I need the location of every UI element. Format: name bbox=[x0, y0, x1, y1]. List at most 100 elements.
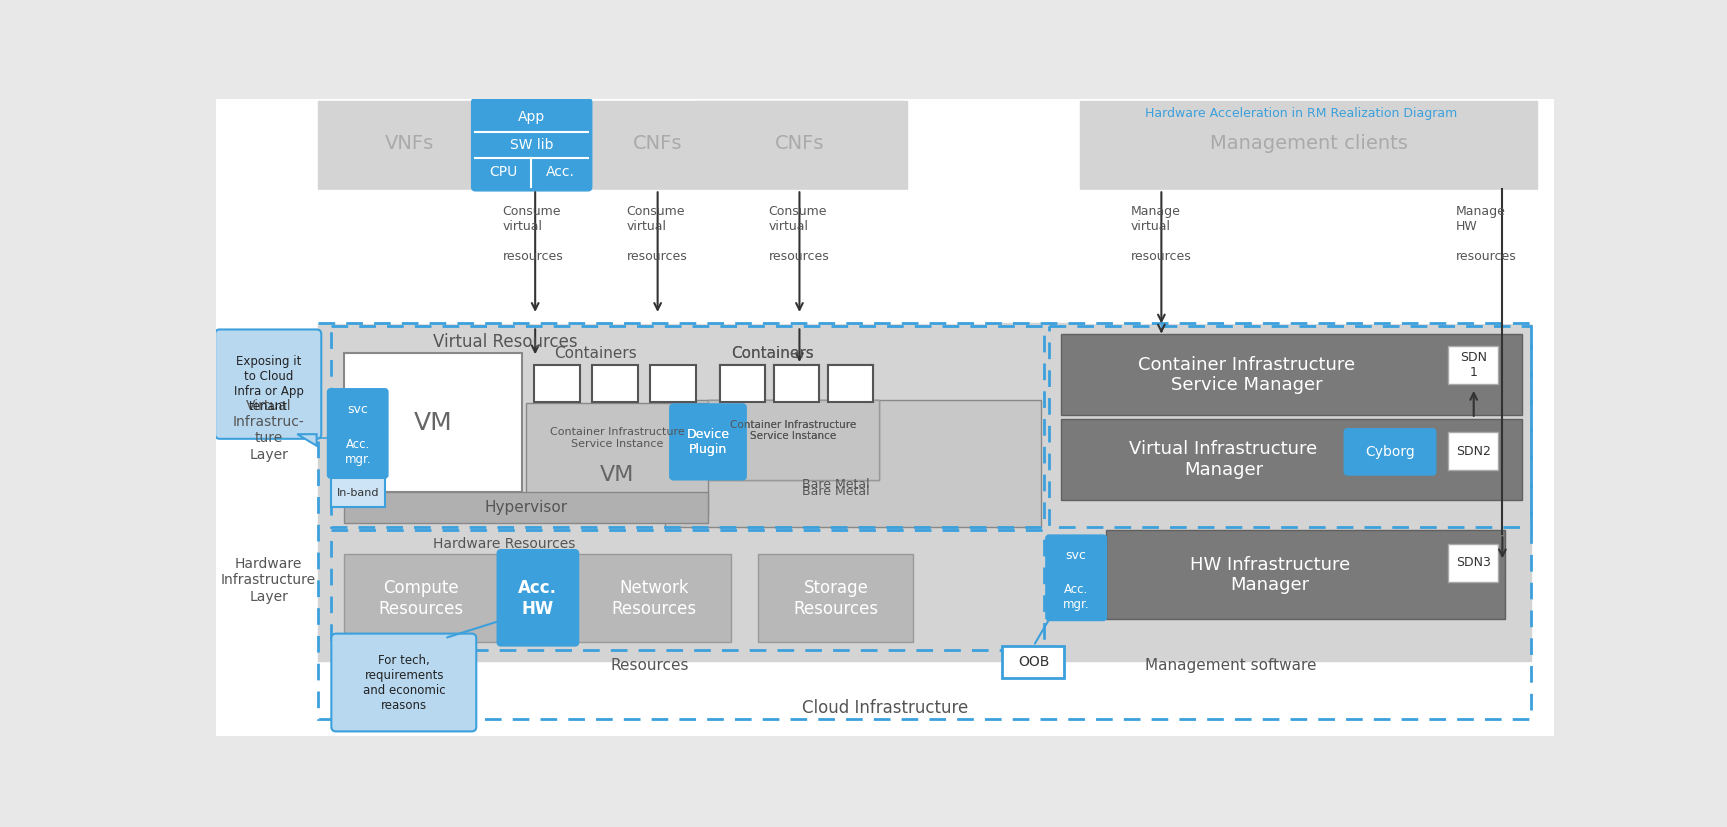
Text: Containers: Containers bbox=[731, 346, 813, 361]
FancyBboxPatch shape bbox=[1047, 535, 1107, 576]
Bar bbox=[318, 190, 984, 323]
Bar bbox=[527, 404, 708, 515]
Bar bbox=[1079, 101, 1537, 189]
FancyBboxPatch shape bbox=[1344, 429, 1435, 475]
Text: CNFs: CNFs bbox=[775, 135, 824, 153]
FancyBboxPatch shape bbox=[332, 633, 477, 731]
FancyBboxPatch shape bbox=[1047, 572, 1107, 620]
Bar bbox=[1060, 334, 1521, 415]
Bar bbox=[708, 399, 879, 480]
Text: OOB: OOB bbox=[1017, 655, 1050, 669]
Bar bbox=[708, 399, 879, 480]
Text: Acc.: Acc. bbox=[546, 165, 575, 179]
Text: Hypervisor: Hypervisor bbox=[484, 500, 568, 515]
Text: SDN2: SDN2 bbox=[1456, 445, 1490, 457]
Text: Acc.
HW: Acc. HW bbox=[518, 579, 558, 618]
Text: Manage
virtual

resources: Manage virtual resources bbox=[1131, 205, 1192, 263]
FancyBboxPatch shape bbox=[328, 426, 389, 478]
Bar bbox=[829, 365, 874, 402]
Text: Device
Plugin: Device Plugin bbox=[687, 428, 729, 456]
Text: Container Infrastructure
Service Instance: Container Infrastructure Service Instanc… bbox=[731, 419, 857, 441]
Text: Consume
virtual

resources: Consume virtual resources bbox=[627, 205, 687, 263]
Text: SDN
1: SDN 1 bbox=[1461, 351, 1487, 379]
Text: Manage
HW

resources: Manage HW resources bbox=[1456, 205, 1516, 263]
FancyBboxPatch shape bbox=[670, 404, 746, 480]
Bar bbox=[318, 101, 907, 189]
Bar bbox=[1105, 530, 1504, 619]
Text: Resources: Resources bbox=[611, 657, 689, 672]
Text: VNFs: VNFs bbox=[385, 135, 433, 153]
Bar bbox=[1002, 646, 1064, 678]
Text: Management software: Management software bbox=[1145, 657, 1318, 672]
FancyBboxPatch shape bbox=[670, 404, 746, 480]
Text: Exposing it
to Cloud
Infra or App
tenant: Exposing it to Cloud Infra or App tenant bbox=[233, 355, 304, 414]
Bar bbox=[665, 399, 1041, 527]
Text: SW lib: SW lib bbox=[509, 137, 553, 151]
Text: For tech,
requirements
and economic
reasons: For tech, requirements and economic reas… bbox=[363, 654, 446, 712]
Bar bbox=[1449, 346, 1499, 384]
Text: Container Infrastructure
Service Instance: Container Infrastructure Service Instanc… bbox=[731, 419, 857, 441]
FancyBboxPatch shape bbox=[471, 98, 592, 191]
Text: svc: svc bbox=[1066, 549, 1086, 562]
FancyBboxPatch shape bbox=[216, 329, 321, 439]
Text: Compute
Resources: Compute Resources bbox=[378, 579, 465, 618]
Polygon shape bbox=[297, 434, 316, 446]
Bar bbox=[330, 530, 1043, 650]
Bar bbox=[720, 365, 765, 402]
Bar bbox=[1449, 432, 1499, 471]
Bar bbox=[649, 365, 696, 402]
Text: Virtual Resources: Virtual Resources bbox=[433, 332, 577, 351]
Text: SDN3: SDN3 bbox=[1456, 557, 1490, 569]
Text: Virtual Infrastructure
Manager: Virtual Infrastructure Manager bbox=[1129, 440, 1318, 479]
Text: CNFs: CNFs bbox=[632, 135, 682, 153]
Bar bbox=[829, 365, 874, 402]
Text: Consume
virtual

resources: Consume virtual resources bbox=[769, 205, 829, 263]
Text: Hardware
Infrastructure
Layer: Hardware Infrastructure Layer bbox=[221, 557, 316, 604]
Text: Bare Metal: Bare Metal bbox=[801, 478, 870, 490]
Text: Storage
Resources: Storage Resources bbox=[793, 579, 879, 618]
Text: HW Infrastructure
Manager: HW Infrastructure Manager bbox=[1190, 556, 1351, 595]
Text: Acc.
mgr.: Acc. mgr. bbox=[1062, 583, 1090, 610]
Bar bbox=[344, 553, 499, 642]
Text: Hardware Resources: Hardware Resources bbox=[433, 537, 575, 551]
Text: VM: VM bbox=[413, 411, 452, 435]
Text: Containers: Containers bbox=[731, 346, 813, 361]
Text: Container Infrastructure
Service Instance: Container Infrastructure Service Instanc… bbox=[549, 428, 684, 449]
Bar bbox=[534, 365, 580, 402]
Text: App: App bbox=[518, 110, 546, 124]
Bar bbox=[344, 353, 522, 492]
Text: Cloud Infrastructure: Cloud Infrastructure bbox=[803, 699, 969, 716]
Text: Consume
virtual

resources: Consume virtual resources bbox=[503, 205, 563, 263]
Bar bbox=[577, 553, 731, 642]
Text: Container Infrastructure
Service Manager: Container Infrastructure Service Manager bbox=[1138, 356, 1356, 394]
Bar bbox=[318, 323, 1532, 662]
Text: Network
Resources: Network Resources bbox=[611, 579, 696, 618]
Bar bbox=[1449, 543, 1499, 582]
Text: Cyborg: Cyborg bbox=[1364, 445, 1414, 459]
Bar bbox=[696, 101, 901, 189]
FancyBboxPatch shape bbox=[328, 389, 389, 429]
Bar bbox=[1079, 190, 1537, 323]
Text: CPU: CPU bbox=[489, 165, 518, 179]
Bar bbox=[592, 365, 639, 402]
Bar bbox=[758, 553, 914, 642]
Text: Containers: Containers bbox=[554, 346, 637, 361]
FancyBboxPatch shape bbox=[497, 550, 579, 646]
Bar bbox=[774, 365, 819, 402]
Text: In-band: In-band bbox=[337, 488, 378, 498]
Bar bbox=[330, 478, 385, 507]
Text: svc: svc bbox=[347, 403, 368, 416]
Text: Management clients: Management clients bbox=[1209, 135, 1408, 153]
Bar bbox=[318, 323, 1532, 719]
Bar bbox=[720, 365, 765, 402]
Bar bbox=[1048, 327, 1532, 527]
Text: Virtual
Infrastruc-
ture
Layer: Virtual Infrastruc- ture Layer bbox=[233, 399, 304, 461]
Text: Acc.
mgr.: Acc. mgr. bbox=[344, 438, 371, 466]
Bar bbox=[330, 327, 1043, 527]
Bar bbox=[1060, 418, 1521, 500]
Text: Bare Metal: Bare Metal bbox=[801, 485, 870, 499]
Text: Hardware Acceleration in RM Realization Diagram: Hardware Acceleration in RM Realization … bbox=[1145, 107, 1458, 120]
Bar bbox=[344, 492, 708, 523]
Text: VM: VM bbox=[601, 465, 634, 485]
Text: Device
Plugin: Device Plugin bbox=[687, 428, 729, 456]
